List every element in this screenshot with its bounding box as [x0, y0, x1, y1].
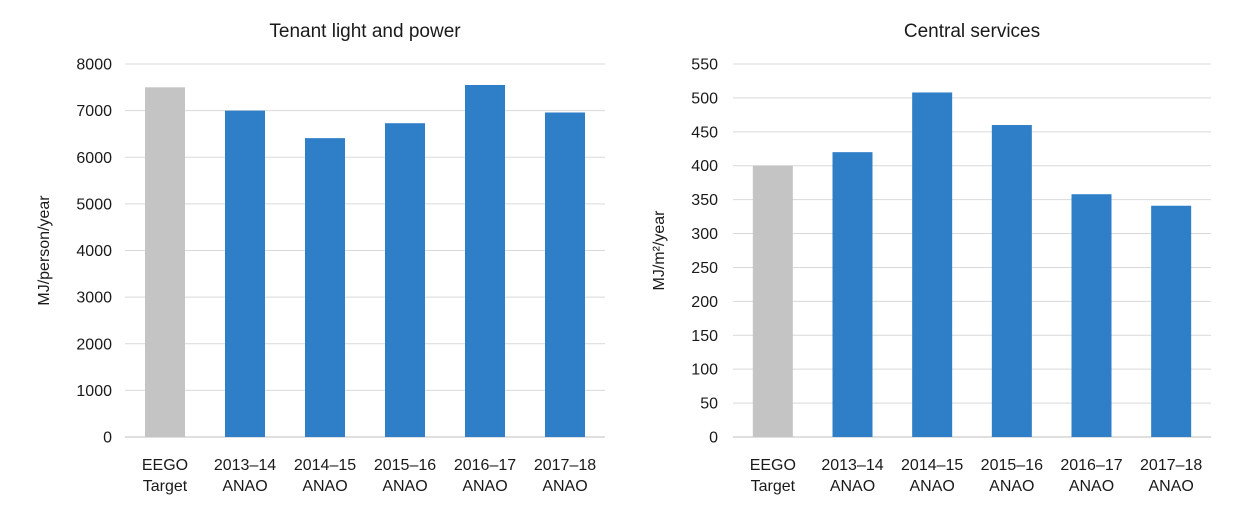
y-tick-label: 8000 [76, 57, 112, 74]
y-axis-label: MJ/m²/year [651, 210, 668, 291]
bar [991, 125, 1032, 437]
x-category-label: EEGO [142, 457, 188, 474]
y-tick-label: 1000 [76, 383, 112, 400]
bar [465, 84, 505, 437]
y-tick-label: 0 [103, 430, 112, 447]
y-tick-label: 400 [691, 158, 718, 175]
bar [545, 112, 585, 438]
bar [752, 165, 793, 437]
y-tick-label: 450 [691, 124, 718, 141]
x-category-label: 2016–17 [1060, 457, 1122, 474]
y-tick-label: 3000 [76, 290, 112, 307]
y-tick-label: 550 [691, 57, 718, 74]
chart-central-services: Central services 0 50 100 150 200 250 300 350 400… [651, 21, 1211, 495]
x-category-label: 2017–18 [1140, 457, 1202, 474]
x-category-label: EEGO [750, 457, 796, 474]
y-tick-label: 150 [691, 328, 718, 345]
x-category-label: 2017–18 [534, 457, 596, 474]
y-tick-label: 6000 [76, 150, 112, 167]
y-axis-label: MJ/person/year [36, 195, 53, 306]
y-tick-label: 300 [691, 226, 718, 243]
x-category-label: ANAO [1148, 478, 1193, 495]
y-tick-label: 350 [691, 192, 718, 209]
bar [912, 92, 953, 437]
y-tick-label: 200 [691, 294, 718, 311]
x-category-label: 2015–16 [374, 457, 436, 474]
x-category-label: ANAO [909, 478, 954, 495]
y-tick-label: 250 [691, 260, 718, 277]
bar [225, 110, 265, 437]
bar [145, 87, 185, 437]
x-category-label: ANAO [382, 478, 427, 495]
bar [1071, 194, 1112, 437]
x-category-label: 2013–14 [214, 457, 276, 474]
x-category-label: ANAO [989, 478, 1034, 495]
y-tick-label: 2000 [76, 336, 112, 353]
x-category-label: ANAO [302, 478, 347, 495]
x-category-label: 2014–15 [294, 457, 356, 474]
y-tick-label: 50 [700, 396, 718, 413]
x-category-label: ANAO [222, 478, 267, 495]
x-category-label: ANAO [1069, 478, 1114, 495]
chart-title: Tenant light and power [269, 21, 461, 42]
chart-title: Central services [904, 21, 1040, 42]
x-category-label: 2013–14 [821, 457, 883, 474]
bar [305, 138, 345, 438]
x-category-label: 2016–17 [454, 457, 516, 474]
y-tick-label: 0 [709, 430, 718, 447]
bar [385, 123, 425, 438]
y-tick-label: 4000 [76, 243, 112, 260]
x-category-label: ANAO [462, 478, 507, 495]
chart-tenant-light-power: Tenant light and power 0 1000 2000 3000 4000 5… [36, 21, 605, 495]
x-category-label: ANAO [542, 478, 587, 495]
bar [1151, 205, 1192, 437]
y-tick-label: 500 [691, 90, 718, 107]
y-tick-label: 5000 [76, 196, 112, 213]
x-category-label: 2015–16 [981, 457, 1043, 474]
x-category-label: ANAO [830, 478, 875, 495]
x-category-label: 2014–15 [901, 457, 963, 474]
bar [832, 152, 873, 437]
x-category-label: Target [143, 478, 188, 495]
y-tick-label: 7000 [76, 103, 112, 120]
x-category-label: Target [751, 478, 796, 495]
y-tick-label: 100 [691, 362, 718, 379]
